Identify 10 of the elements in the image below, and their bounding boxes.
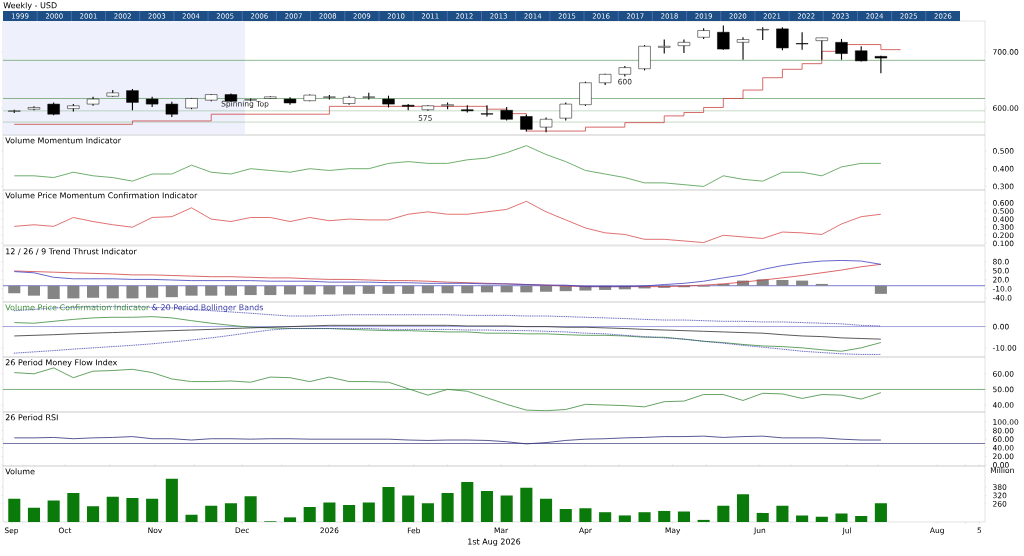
chart-title: 26 Period RSI xyxy=(5,414,58,421)
chart-title: 12 / 26 / 9 Trend Thrust Indicator xyxy=(6,248,137,255)
chart-title: Volume xyxy=(5,468,35,475)
x-axis-title: 1st Aug 2026 xyxy=(468,538,521,547)
chart-title: Volume Momentum Indicator xyxy=(5,137,121,144)
chart-title: 26 Period Money Flow Index xyxy=(5,359,118,367)
chart-title: Volume Price Confirmation Indicator xyxy=(5,304,150,311)
chart-title: Volume Price Momentum Confirmation Indicator xyxy=(5,192,198,199)
chart-title: Weekly - USD xyxy=(3,2,57,10)
chart-subtitle: & 20 Period Bollinger Bands xyxy=(152,304,264,312)
